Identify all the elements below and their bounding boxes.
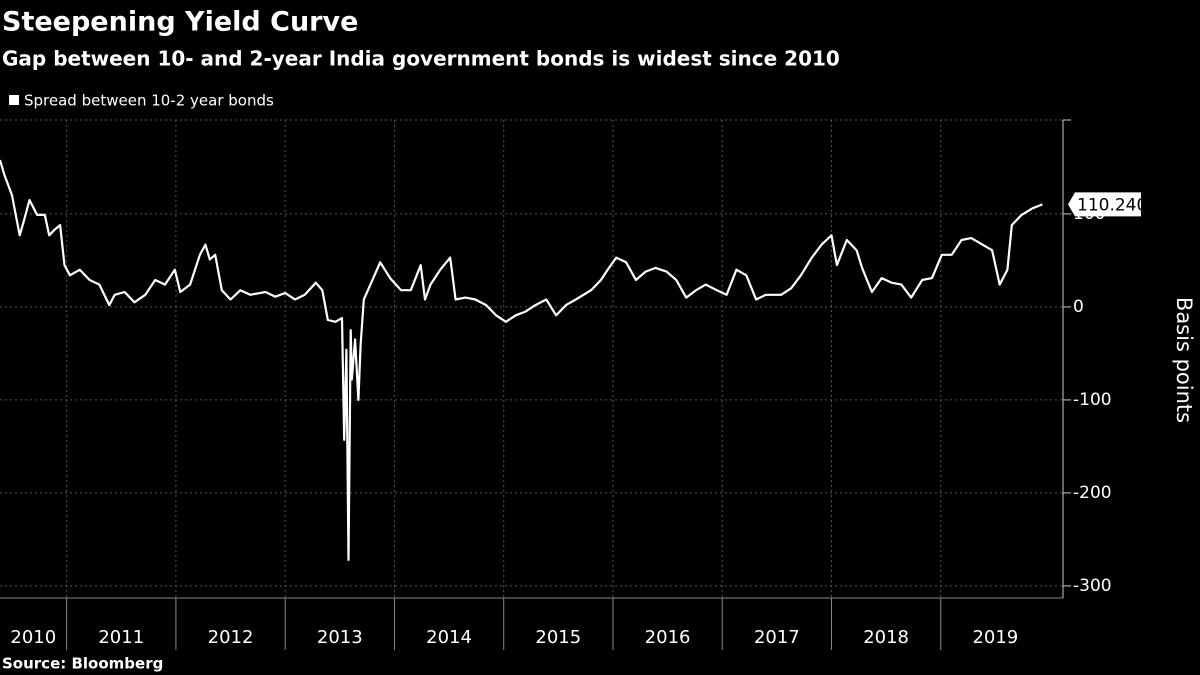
y-tick-label: -100 [1073, 390, 1112, 410]
x-tick-label: 2019 [972, 627, 1018, 648]
x-tick-label: 2016 [645, 627, 691, 648]
x-tick-label: 2015 [535, 627, 581, 648]
last-value-label: 110.2407 [1077, 195, 1158, 215]
x-tick-label: 2011 [98, 627, 144, 648]
legend-label: Spread between 10-2 year bonds [24, 92, 274, 110]
y-axis-label: Basis points [1172, 297, 1196, 423]
legend-swatch [9, 95, 19, 105]
y-tick-label: -300 [1073, 576, 1112, 596]
x-tick-label: 2014 [426, 627, 472, 648]
chart-subtitle: Gap between 10- and 2-year India governm… [2, 47, 840, 71]
y-tick-label: 0 [1073, 297, 1084, 317]
chart-title: Steepening Yield Curve [2, 7, 358, 38]
y-tick-label: -200 [1073, 483, 1112, 503]
x-tick-label: 2012 [208, 627, 254, 648]
x-tick-label: 2018 [863, 627, 909, 648]
source: Source: Bloomberg [2, 655, 163, 673]
last-value-box [1068, 192, 1141, 217]
x-tick-label: 2013 [317, 627, 363, 648]
x-tick-label: 2017 [754, 627, 800, 648]
x-tick-label: 2010 [10, 627, 56, 648]
series-line [0, 159, 1043, 561]
